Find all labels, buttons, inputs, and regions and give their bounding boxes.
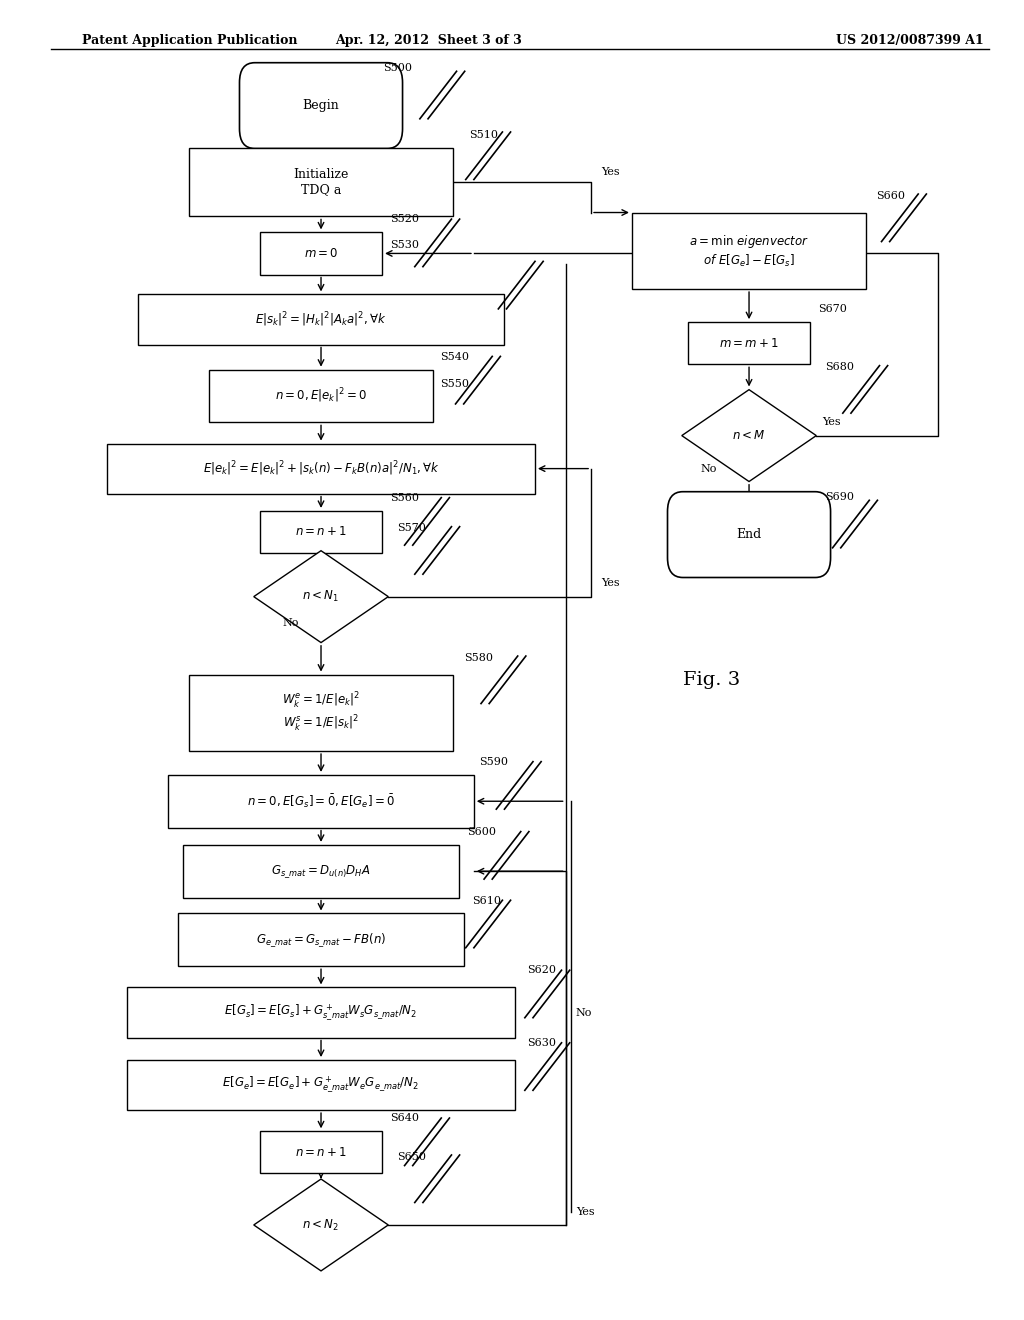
Text: $E|e_k|^2 = E|e_k|^2 + |s_k(n) - F_k B(n)a|^2 / N_1, \forall k$: $E|e_k|^2 = E|e_k|^2 + |s_k(n) - F_k B(n… <box>203 459 439 478</box>
FancyBboxPatch shape <box>183 845 459 898</box>
Text: $n = 0, E|e_k|^2 = 0$: $n = 0, E|e_k|^2 = 0$ <box>275 387 367 405</box>
Polygon shape <box>254 550 388 643</box>
Text: Yes: Yes <box>601 578 620 589</box>
FancyBboxPatch shape <box>260 232 382 275</box>
Text: S510: S510 <box>469 129 498 140</box>
FancyBboxPatch shape <box>188 675 454 751</box>
Text: $n = n+1$: $n = n+1$ <box>295 525 347 539</box>
Text: Begin: Begin <box>303 99 339 112</box>
Text: $E[G_e] = E[G_e] + G_{e\_mat}^+ W_e G_{e\_mat} / N_2$: $E[G_e] = E[G_e] + G_{e\_mat}^+ W_e G_{e… <box>222 1074 420 1096</box>
Text: No: No <box>283 618 299 628</box>
Text: $G_{s\_mat} = D_{u(n)} D_H A$: $G_{s\_mat} = D_{u(n)} D_H A$ <box>271 863 371 879</box>
Text: $n < N_1$: $n < N_1$ <box>302 589 340 605</box>
FancyBboxPatch shape <box>178 913 464 966</box>
Text: S590: S590 <box>479 756 508 767</box>
FancyBboxPatch shape <box>137 294 505 345</box>
Text: S670: S670 <box>818 304 847 314</box>
Text: S690: S690 <box>825 491 854 502</box>
FancyBboxPatch shape <box>260 511 382 553</box>
Text: S500: S500 <box>383 62 412 73</box>
FancyBboxPatch shape <box>632 213 866 289</box>
Text: $W_k^e = 1/E|e_k|^2$
$W_k^s = 1/E|s_k|^2$: $W_k^e = 1/E|e_k|^2$ $W_k^s = 1/E|s_k|^2… <box>282 692 360 734</box>
Text: $n < N_2$: $n < N_2$ <box>302 1217 340 1233</box>
Polygon shape <box>254 1179 388 1271</box>
Text: S580: S580 <box>464 652 493 663</box>
FancyBboxPatch shape <box>240 62 402 149</box>
Text: Apr. 12, 2012  Sheet 3 of 3: Apr. 12, 2012 Sheet 3 of 3 <box>335 34 521 48</box>
Text: S530: S530 <box>390 240 419 251</box>
FancyBboxPatch shape <box>668 492 830 578</box>
Text: $n < M$: $n < M$ <box>732 429 766 442</box>
Text: $n = n+1$: $n = n+1$ <box>295 1146 347 1159</box>
Text: S640: S640 <box>390 1113 419 1123</box>
Text: End: End <box>736 528 762 541</box>
Text: S680: S680 <box>825 362 854 372</box>
Text: No: No <box>575 1008 592 1018</box>
Text: Fig. 3: Fig. 3 <box>683 671 740 689</box>
Text: S570: S570 <box>397 523 426 533</box>
Text: $E[G_s] = E[G_s] + G_{s\_mat}^+ W_s G_{s\_mat} / N_2$: $E[G_s] = E[G_s] + G_{s\_mat}^+ W_s G_{s… <box>224 1002 418 1023</box>
FancyBboxPatch shape <box>106 444 535 494</box>
Text: S520: S520 <box>390 214 419 224</box>
Text: $a = \min$ $eigenvector$
$of\ E[G_e] - E[G_s]$: $a = \min$ $eigenvector$ $of\ E[G_e] - E… <box>689 234 809 268</box>
Text: S610: S610 <box>472 895 501 906</box>
Polygon shape <box>682 389 816 482</box>
Text: S660: S660 <box>877 190 905 201</box>
Text: $m = m+1$: $m = m+1$ <box>719 337 779 350</box>
FancyBboxPatch shape <box>127 987 515 1038</box>
Text: S630: S630 <box>527 1038 556 1048</box>
Text: No: No <box>700 463 717 474</box>
Text: S560: S560 <box>390 492 419 503</box>
Text: Yes: Yes <box>601 166 620 177</box>
Text: $n=0, E[G_s]=\bar{0}, E[G_e]=\bar{0}$: $n=0, E[G_s]=\bar{0}, E[G_e]=\bar{0}$ <box>247 792 395 810</box>
Text: S540: S540 <box>440 351 469 362</box>
Text: US 2012/0087399 A1: US 2012/0087399 A1 <box>836 34 983 48</box>
Text: Initialize
TDQ a: Initialize TDQ a <box>293 168 349 197</box>
FancyBboxPatch shape <box>188 148 454 216</box>
Text: $G_{e\_mat} = G_{s\_mat} - FB(n)$: $G_{e\_mat} = G_{s\_mat} - FB(n)$ <box>256 931 386 949</box>
FancyBboxPatch shape <box>688 322 810 364</box>
Text: Patent Application Publication: Patent Application Publication <box>82 34 297 48</box>
FancyBboxPatch shape <box>260 1131 382 1173</box>
Text: $m = 0$: $m = 0$ <box>304 247 338 260</box>
Text: Yes: Yes <box>822 417 841 428</box>
Text: S550: S550 <box>440 379 469 389</box>
Text: S650: S650 <box>397 1151 426 1162</box>
FancyBboxPatch shape <box>127 1060 515 1110</box>
Text: S600: S600 <box>467 826 496 837</box>
Text: Yes: Yes <box>575 1206 594 1217</box>
Text: S620: S620 <box>527 965 556 975</box>
Text: $E|s_k|^2 = |H_k|^2|A_k a|^2, \forall k$: $E|s_k|^2 = |H_k|^2|A_k a|^2, \forall k$ <box>255 310 387 329</box>
FancyBboxPatch shape <box>168 775 474 828</box>
FancyBboxPatch shape <box>209 370 433 422</box>
